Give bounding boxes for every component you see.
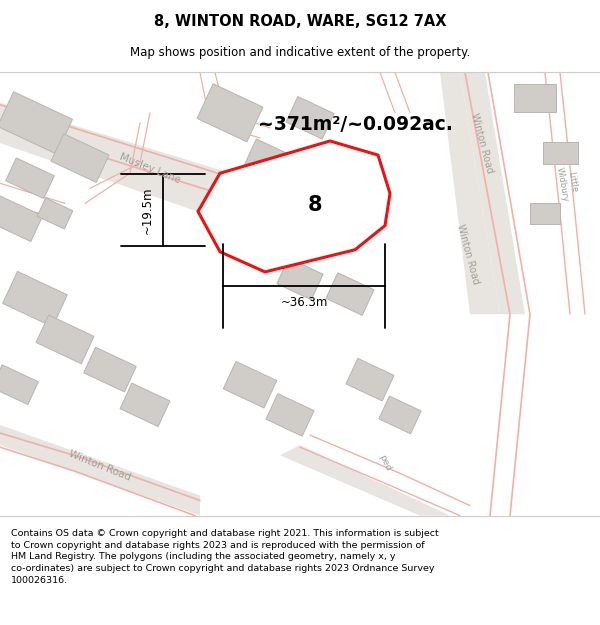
Polygon shape [460,72,525,314]
Polygon shape [530,203,560,224]
Polygon shape [514,84,556,112]
Polygon shape [0,102,330,219]
Text: Musley Lane: Musley Lane [118,151,182,185]
Polygon shape [440,72,500,314]
Text: 8, WINTON ROAD, WARE, SG12 7AX: 8, WINTON ROAD, WARE, SG12 7AX [154,14,446,29]
Polygon shape [2,271,67,327]
Polygon shape [346,358,394,401]
Polygon shape [51,134,109,182]
Polygon shape [5,158,55,199]
Polygon shape [277,258,323,300]
Polygon shape [286,96,334,139]
Text: Little
Widbury: Little Widbury [554,164,580,202]
Polygon shape [280,445,450,516]
Text: ped: ped [377,454,392,473]
Polygon shape [120,383,170,426]
Polygon shape [223,361,277,408]
Text: Map shows position and indicative extent of the property.: Map shows position and indicative extent… [130,46,470,59]
Polygon shape [0,365,38,404]
Polygon shape [0,425,200,516]
Text: Winton Road: Winton Road [469,112,495,174]
Polygon shape [83,348,136,392]
Polygon shape [37,198,73,229]
Polygon shape [542,142,577,164]
Polygon shape [326,272,374,316]
Text: ~371m²/~0.092ac.: ~371m²/~0.092ac. [258,116,453,134]
Text: Contains OS data © Crown copyright and database right 2021. This information is : Contains OS data © Crown copyright and d… [11,529,439,585]
Polygon shape [198,141,390,272]
Polygon shape [379,396,421,434]
Polygon shape [0,196,43,241]
Polygon shape [221,189,289,249]
Polygon shape [243,139,297,188]
Text: ~36.3m: ~36.3m [280,296,328,309]
Polygon shape [0,123,310,244]
Text: Winton Road: Winton Road [68,448,133,482]
Polygon shape [197,84,263,142]
Text: ~19.5m: ~19.5m [140,186,154,234]
Polygon shape [329,149,371,187]
Polygon shape [266,394,314,436]
Polygon shape [36,315,94,364]
Text: Winton Road: Winton Road [455,222,481,285]
Text: 8: 8 [308,196,322,216]
Polygon shape [0,92,73,154]
